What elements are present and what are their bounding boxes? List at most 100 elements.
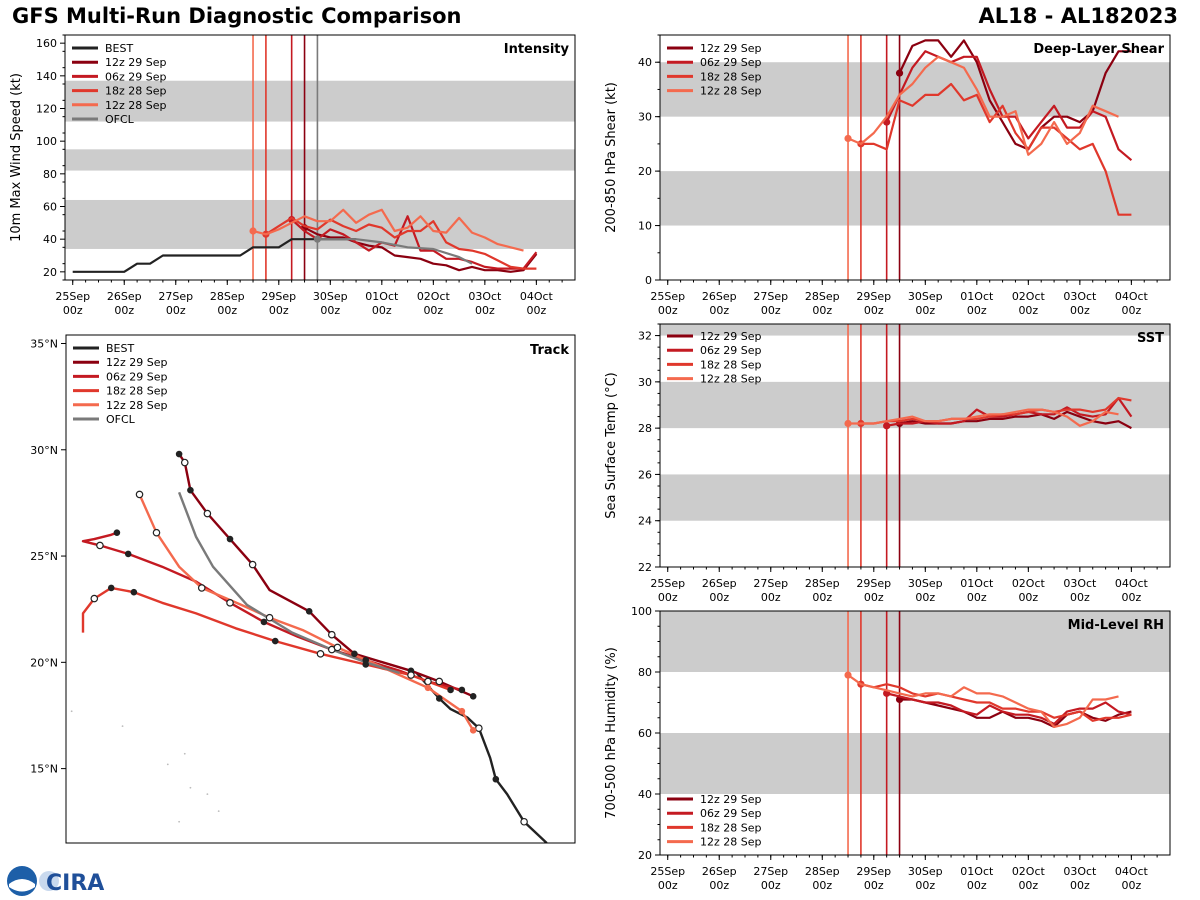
rh-xtick-label: 01Oct <box>960 865 994 878</box>
rh-xtick-label: 00z <box>1070 879 1090 892</box>
sst-xtick-label: 27Sep <box>753 577 788 590</box>
rh-xtick-label: 02Oct <box>1012 865 1046 878</box>
shear-xtick-label: 00z <box>1121 304 1141 317</box>
rh-xtick-label: 00z <box>864 879 884 892</box>
rh-band-1 <box>660 611 1170 672</box>
shear-xtick-label: 00z <box>1018 304 1038 317</box>
legend-label-12z-28-sep: 12z 28 Sep <box>700 85 762 98</box>
legend-label-06z-29-sep: 06z 29 Sep <box>700 344 762 357</box>
track-point-open-12z-28-sep <box>265 613 274 622</box>
legend-label-06z-29-sep: 06z 29 Sep <box>700 56 762 69</box>
intensity-series-best <box>72 238 357 273</box>
cira-logo: CIRA <box>7 866 104 896</box>
legend-label-12z-29-sep: 12z 29 Sep <box>700 330 762 343</box>
shear-xtick-label: 00z <box>915 304 935 317</box>
rh-xtick-label: 00z <box>1121 879 1141 892</box>
intensity-ytick-label: 80 <box>43 168 57 181</box>
rh-xtick-label: 00z <box>658 879 678 892</box>
intensity-xtick-label: 04Oct <box>520 290 554 303</box>
rh-xtick-label: 28Sep <box>805 865 840 878</box>
sst-xtick-label: 00z <box>812 591 832 604</box>
track-point-open-12z-29-sep <box>203 509 212 518</box>
track-point-18z-28-sep <box>271 637 279 645</box>
shear-ytick-label: 0 <box>645 274 652 287</box>
legend-label-12z-28-sep: 12z 28 Sep <box>105 99 167 112</box>
track-point-18z-28-sep <box>447 686 454 694</box>
rh-series-12z-28-sep <box>847 674 1119 729</box>
sst-xtick-label: 03Oct <box>1063 577 1097 590</box>
rh-ytick-label: 20 <box>638 849 652 862</box>
track-point-open-best <box>520 817 528 826</box>
intensity-ytick-label: 160 <box>36 37 57 50</box>
shear-xtick-label: 00z <box>967 304 987 317</box>
shear-ylabel: 200-850 hPa Shear (kt) <box>604 82 619 233</box>
track-point-12z-29-sep <box>226 535 234 543</box>
rh-init-marker-12z-28-sep <box>844 671 852 679</box>
island-0 <box>121 725 124 727</box>
track-point-open-06z-29-sep <box>424 677 432 686</box>
sst-xtick-label: 26Sep <box>702 577 737 590</box>
page-title: GFS Multi-Run Diagnostic Comparison <box>12 4 462 28</box>
rh-series-06z-29-sep <box>886 692 1132 726</box>
shear-panel: 01020304025Sep00z26Sep00z27Sep00z28Sep00… <box>604 34 1171 317</box>
intensity-plot-area <box>65 35 575 280</box>
logo-text: CIRA <box>46 871 104 896</box>
track-point-12z-29-sep <box>469 693 477 700</box>
rh-xtick-label: 00z <box>709 879 729 892</box>
legend-label-12z-28-sep: 12z 28 Sep <box>700 836 762 849</box>
intensity-ytick-label: 100 <box>36 135 57 148</box>
intensity-xtick-label: 00z <box>166 304 186 317</box>
shear-series-06z-29-sep <box>885 50 1133 162</box>
track-ytick-label: 15°N <box>30 763 58 776</box>
legend-label-12z-28-sep: 12z 28 Sep <box>700 373 762 386</box>
island-7 <box>70 710 73 713</box>
intensity-xtick-label: 02Oct <box>417 290 451 303</box>
track-series-18z-28-sep <box>81 586 452 692</box>
intensity-frame <box>64 34 576 281</box>
shear-xtick-label: 01Oct <box>960 290 994 303</box>
intensity-series-12z-29-sep <box>303 226 538 273</box>
intensity-xtick-label: 26Sep <box>107 290 142 303</box>
rh-xtick-label: 00z <box>812 879 832 892</box>
legend-label-18z-28-sep: 18z 28 Sep <box>700 821 762 834</box>
rh-ylabel: 700-500 hPa Humidity (%) <box>604 647 619 819</box>
track-point-open-06z-29-sep <box>226 599 234 607</box>
intensity-ytick-label: 20 <box>43 266 57 279</box>
shear-xtick-label: 00z <box>658 304 678 317</box>
sst-ytick-label: 32 <box>638 330 652 343</box>
track-point-open-18z-28-sep <box>90 594 99 603</box>
island-6 <box>178 820 181 823</box>
rh-xtick-label: 00z <box>761 879 781 892</box>
legend-label-18z-28-sep: 18z 28 Sep <box>106 385 168 398</box>
track-ytick-label: 25°N <box>30 550 58 563</box>
intensity-xtick-label: 00z <box>475 304 495 317</box>
rh-xtick-label: 00z <box>1018 879 1038 892</box>
track-point-18z-28-sep <box>130 588 138 596</box>
sst-xtick-label: 00z <box>915 591 935 604</box>
sst-ytick-label: 22 <box>638 561 652 574</box>
track-ytick-label: 30°N <box>30 444 58 457</box>
track-point-12z-28-sep <box>424 684 432 692</box>
shear-xtick-label: 03Oct <box>1063 290 1097 303</box>
sst-xtick-label: 04Oct <box>1115 577 1149 590</box>
track-point-open-12z-28-sep <box>135 490 144 499</box>
intensity-series-06z-29-sep <box>290 215 538 270</box>
legend-label-06z-29-sep: 06z 29 Sep <box>700 807 762 820</box>
island-2 <box>189 786 192 789</box>
intensity-ytick-label: 60 <box>43 201 57 214</box>
intensity-xtick-label: 00z <box>217 304 237 317</box>
noaa-wave-icon <box>9 879 35 892</box>
intensity-xtick-label: 00z <box>423 304 443 317</box>
sst-ytick-label: 30 <box>638 376 652 389</box>
rh-plot-area <box>660 611 1170 855</box>
intensity-xtick-label: 00z <box>372 304 392 317</box>
sst-title: SST <box>1137 331 1164 346</box>
sst-xtick-label: 01Oct <box>960 577 994 590</box>
intensity-series-12z-28-sep <box>252 208 524 252</box>
rh-xtick-label: 04Oct <box>1115 865 1149 878</box>
track-series-12z-29-sep <box>178 453 474 698</box>
legend-label-12z-28-sep: 12z 28 Sep <box>106 399 168 412</box>
shear-series-18z-28-sep <box>860 82 1132 216</box>
